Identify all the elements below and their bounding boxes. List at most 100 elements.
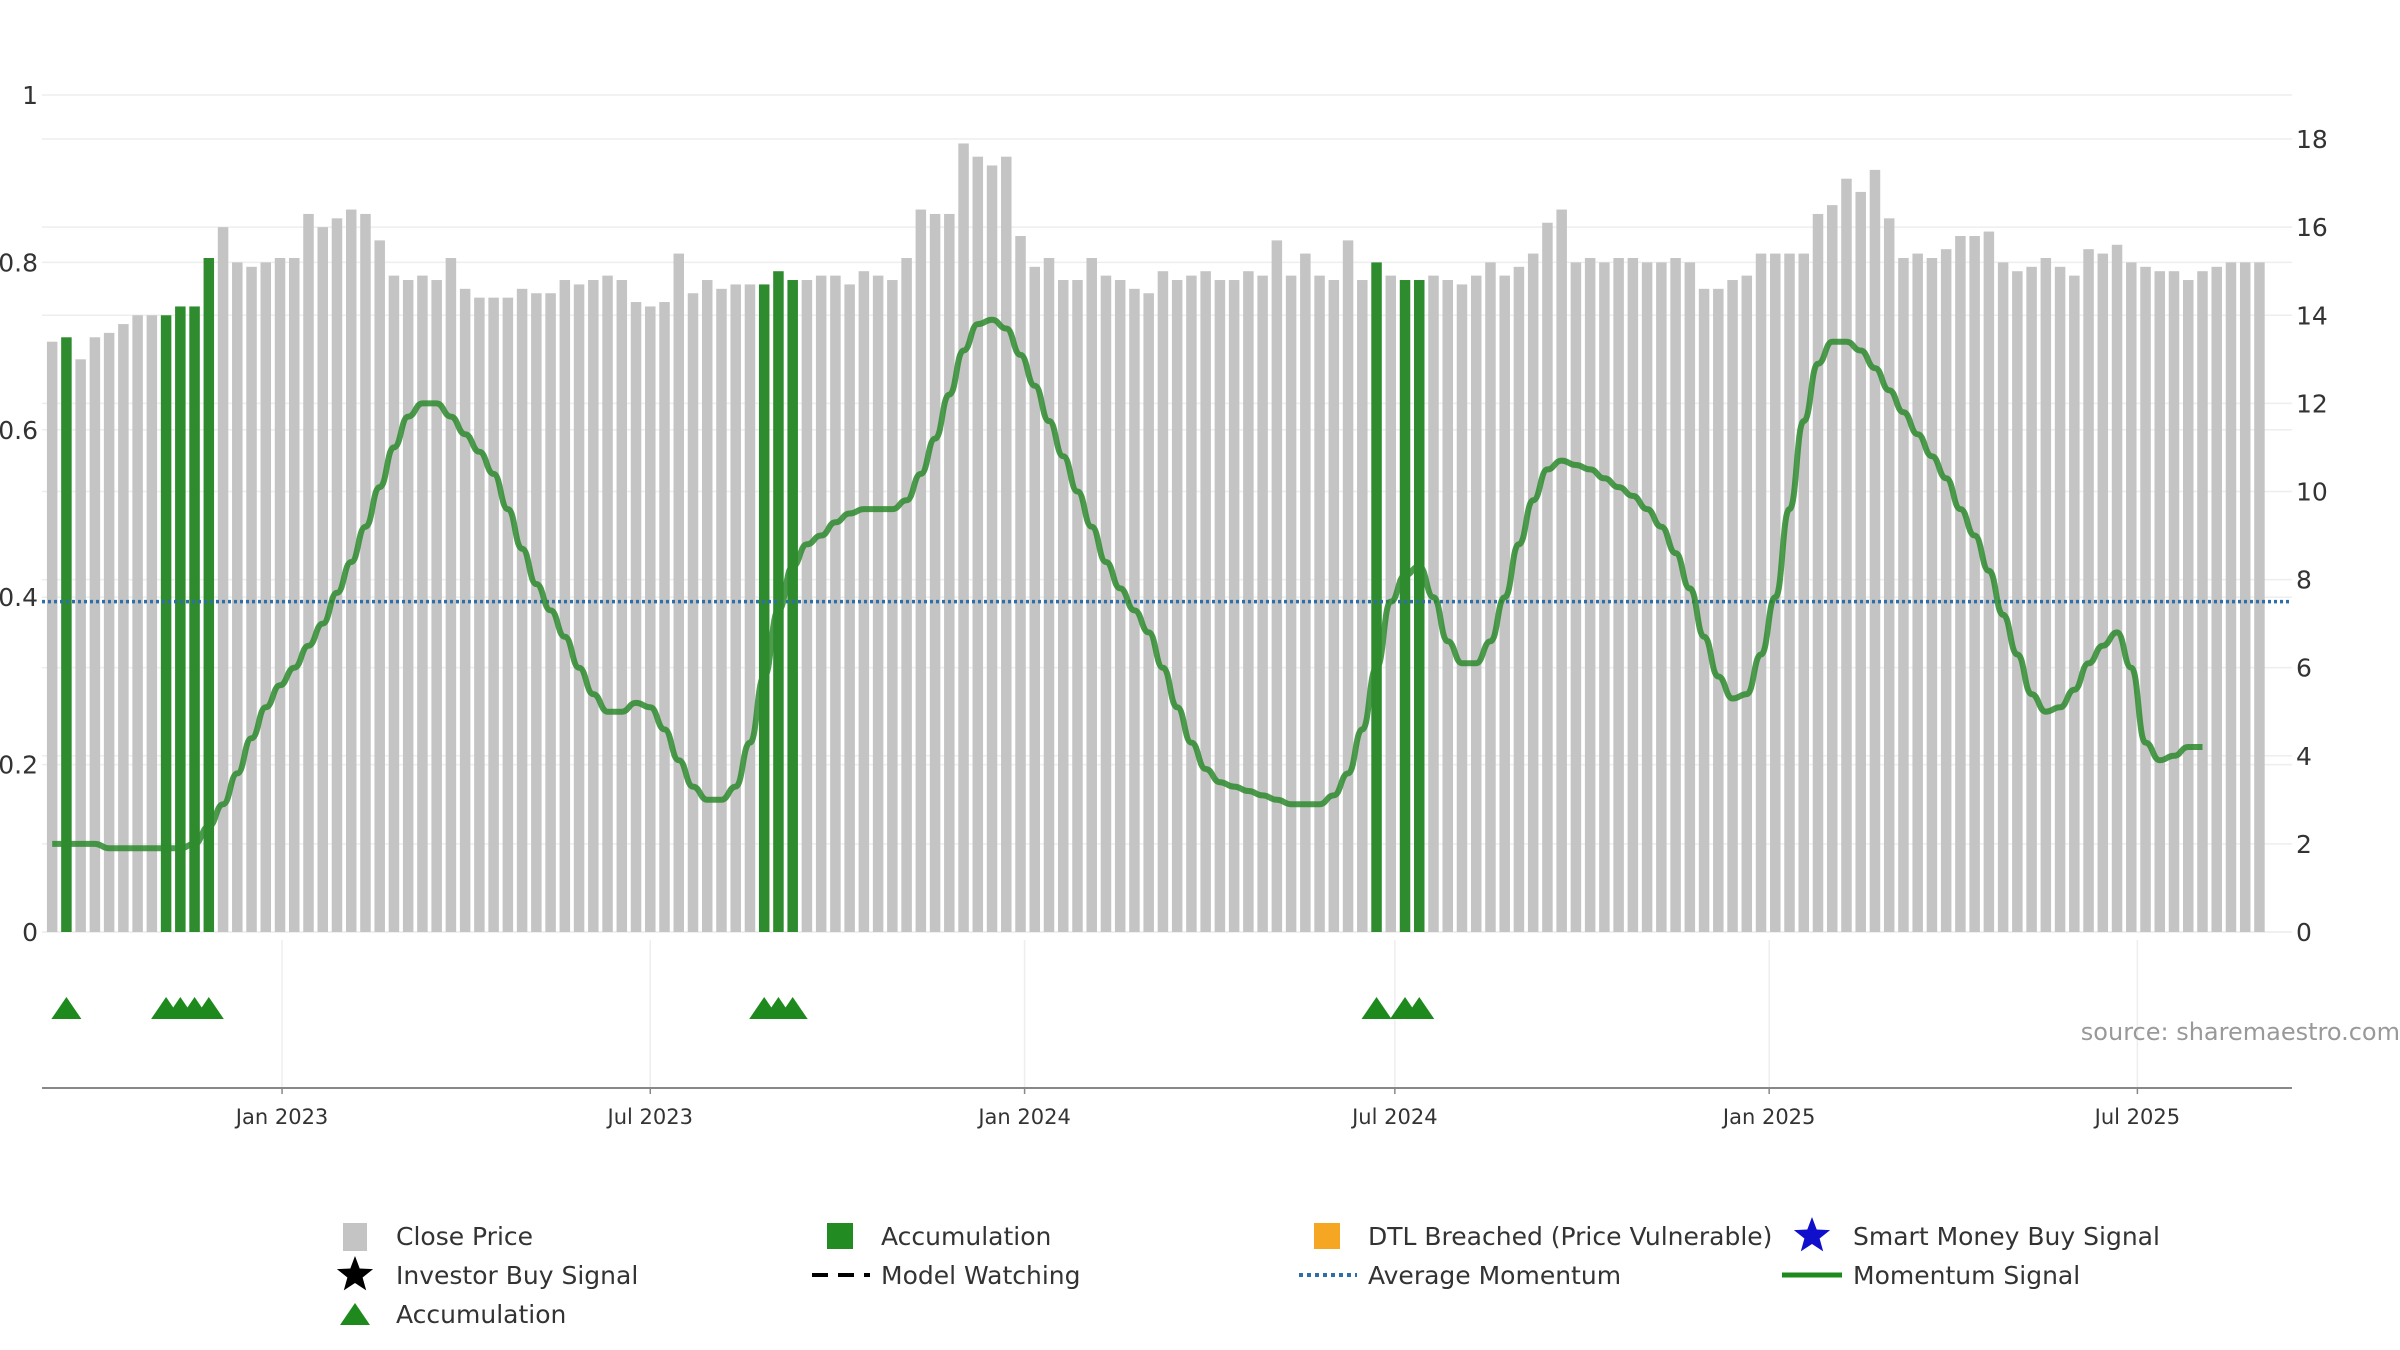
close-price-bar xyxy=(488,297,499,933)
accumulation-bar xyxy=(1414,280,1425,932)
close-price-bar xyxy=(1940,249,1952,932)
accumulation-bar xyxy=(175,306,186,932)
close-price-bar xyxy=(815,275,827,932)
close-price-bar xyxy=(673,253,685,932)
close-price-bar xyxy=(1898,257,1909,932)
legend-label: Momentum Signal xyxy=(1853,1261,2080,1290)
close-price-bar xyxy=(1684,262,1696,932)
accumulation-bar xyxy=(758,284,770,932)
close-price-bar xyxy=(1342,240,1354,933)
close-price-bar xyxy=(1029,266,1041,932)
close-price-bar xyxy=(2211,266,2222,932)
close-price-bar xyxy=(46,341,58,933)
close-price-bar xyxy=(1314,275,1325,932)
x-tick-label: Jul 2023 xyxy=(606,1105,693,1129)
close-price-bar xyxy=(1855,191,1866,933)
y-left-tick-label: 0.4 xyxy=(0,583,38,612)
close-price-bar xyxy=(2154,271,2166,932)
close-price-bar xyxy=(1869,169,1881,933)
close-price-bar xyxy=(1926,257,1938,932)
close-price-bar xyxy=(915,209,927,932)
y-left-tick-label: 0.2 xyxy=(0,751,38,780)
close-price-bar xyxy=(1542,222,1553,932)
close-price-bar xyxy=(1670,257,1681,932)
close-price-bar xyxy=(103,332,115,932)
close-price-bar xyxy=(858,271,870,932)
x-tick-label: Jul 2025 xyxy=(2093,1105,2180,1129)
legend-item: Investor Buy Signal xyxy=(336,1256,638,1291)
close-price-bar xyxy=(2254,262,2265,932)
close-price-bar xyxy=(616,280,628,932)
close-price-bar xyxy=(1812,213,1824,932)
close-price-bar xyxy=(1357,280,1368,932)
close-price-bar xyxy=(1214,280,1226,932)
y-right-tick-label: 16 xyxy=(2296,213,2328,242)
close-price-bar xyxy=(958,143,969,933)
close-price-bar xyxy=(972,156,984,932)
close-price-bar xyxy=(317,227,328,932)
legend-triangle-icon xyxy=(340,1303,370,1325)
close-price-bar xyxy=(1200,271,1211,932)
legend-item: Accumulation xyxy=(827,1222,1051,1251)
close-price-bar xyxy=(1912,253,1923,932)
close-price-bar xyxy=(2182,280,2194,932)
accumulation-marker xyxy=(193,997,224,1019)
close-price-bar xyxy=(687,293,699,933)
y-right-tick-label: 8 xyxy=(2296,566,2312,595)
close-price-bar xyxy=(531,293,542,933)
close-price-bar xyxy=(588,280,599,932)
close-price-bar xyxy=(1485,262,1496,932)
y-right-tick-label: 0 xyxy=(2296,918,2312,947)
close-price-bar xyxy=(1784,253,1795,932)
legend-item: Smart Money Buy Signal xyxy=(1793,1217,2160,1252)
x-tick-label: Jan 2025 xyxy=(1721,1105,1816,1129)
accumulation-bar xyxy=(189,306,200,932)
close-price-bar xyxy=(887,280,898,932)
close-price-bar xyxy=(2083,249,2094,932)
close-price-bar xyxy=(1584,257,1596,932)
close-price-bar xyxy=(1826,205,1838,932)
close-price-bar xyxy=(1057,280,1069,932)
y-right-tick-label: 6 xyxy=(2296,654,2312,683)
close-price-bar xyxy=(502,297,514,933)
legend-star-icon-black xyxy=(336,1256,374,1291)
close-price-bar xyxy=(1470,275,1482,932)
close-price-bar xyxy=(844,284,855,932)
legend-item: Close Price xyxy=(343,1222,533,1251)
close-price-bar xyxy=(559,280,571,932)
close-price-bar xyxy=(1755,253,1767,932)
x-tick-label: Jan 2023 xyxy=(234,1105,329,1129)
close-price-bar xyxy=(1556,209,1567,932)
close-price-bar xyxy=(2111,244,2123,933)
close-price-bar xyxy=(929,213,941,932)
close-price-bar xyxy=(232,262,243,932)
close-price-bar xyxy=(2069,275,2080,932)
close-price-bar xyxy=(730,284,741,932)
close-price-bar xyxy=(246,266,257,932)
close-price-bar xyxy=(986,165,998,933)
axis-layer: 0 2 4 6 8 10 12 14 16 18 0 0.2 0.4 0.6 0.8 1 Jan 2023 Jul… xyxy=(0,81,2328,1129)
y-left-tick-label: 1 xyxy=(22,81,38,110)
accumulation-bar xyxy=(160,315,172,932)
close-price-bar xyxy=(445,257,457,932)
close-price-bar xyxy=(1841,178,1852,932)
close-price-bar xyxy=(2097,253,2109,932)
close-price-bar xyxy=(2126,262,2137,932)
legend-label: Smart Money Buy Signal xyxy=(1853,1222,2160,1251)
close-price-bar xyxy=(89,337,101,933)
accumulation-markers xyxy=(51,997,1435,1019)
close-price-bar xyxy=(1072,280,1083,932)
x-tick-label: Jan 2024 xyxy=(976,1105,1071,1129)
y-right-tick-label: 4 xyxy=(2296,742,2312,771)
legend-accumulation-swatch xyxy=(827,1223,853,1249)
close-price-bar xyxy=(645,306,656,932)
legend-dtl-swatch xyxy=(1314,1223,1340,1249)
close-price-bar xyxy=(1114,280,1126,932)
close-price-bar xyxy=(1656,262,1667,932)
y-right-tick-label: 18 xyxy=(2296,125,2328,154)
accumulation-bar xyxy=(203,257,215,932)
close-price-bar xyxy=(260,262,272,932)
close-price-bar xyxy=(1969,235,1980,933)
close-price-bar xyxy=(1285,275,1297,932)
close-price-bar xyxy=(2026,266,2037,932)
